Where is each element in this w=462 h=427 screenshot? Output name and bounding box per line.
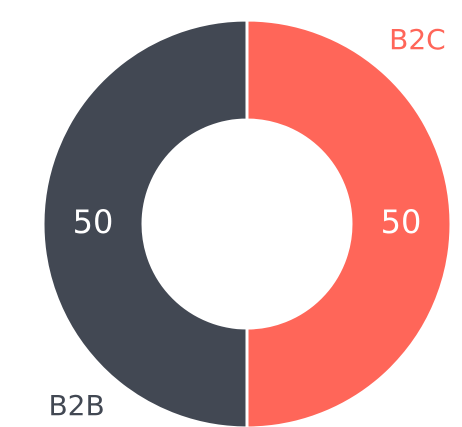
slice xyxy=(245,18,453,427)
category-label: B2B xyxy=(48,389,104,422)
slice xyxy=(41,18,249,427)
category-label: B2C xyxy=(389,23,446,56)
value-label: 50 xyxy=(73,203,114,241)
value-label: 50 xyxy=(381,203,422,241)
